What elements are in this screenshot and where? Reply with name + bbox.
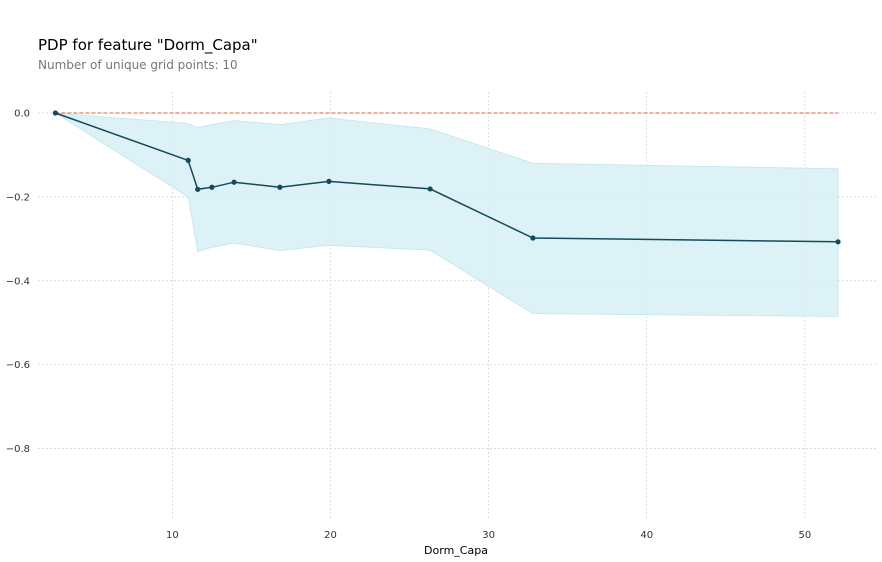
x-tick-label: 20 <box>324 530 337 541</box>
confidence-band <box>55 112 839 317</box>
data-point <box>209 184 215 190</box>
data-points <box>52 110 841 245</box>
x-tick-label: 50 <box>798 530 811 541</box>
data-point <box>231 179 237 185</box>
x-tick-label: 10 <box>166 530 179 541</box>
x-tick-label: 40 <box>640 530 653 541</box>
y-tick-label: −0.2 <box>6 192 30 203</box>
data-point <box>277 184 283 190</box>
chart-title: PDP for feature "Dorm_Capa" <box>38 36 258 54</box>
data-point <box>52 110 58 116</box>
data-point <box>530 235 536 241</box>
data-point <box>326 178 332 184</box>
pdp-line <box>55 112 839 243</box>
y-tick-label: −0.4 <box>6 276 30 287</box>
y-tick-label: −0.6 <box>6 360 30 371</box>
y-tick-label: 0.0 <box>14 108 30 119</box>
data-point <box>427 186 433 192</box>
x-axis-label: Dorm_Capa <box>424 544 488 557</box>
data-point <box>195 186 201 192</box>
x-tick-labels: 10 20 30 40 50 <box>166 530 811 541</box>
x-tick-label: 30 <box>482 530 495 541</box>
y-tick-label: −0.8 <box>6 444 30 455</box>
chart-subtitle: Number of unique grid points: 10 <box>38 58 238 72</box>
data-point <box>185 157 191 163</box>
data-point <box>835 239 841 245</box>
y-tick-labels: 0.0 −0.2 −0.4 −0.6 −0.8 <box>6 108 30 455</box>
